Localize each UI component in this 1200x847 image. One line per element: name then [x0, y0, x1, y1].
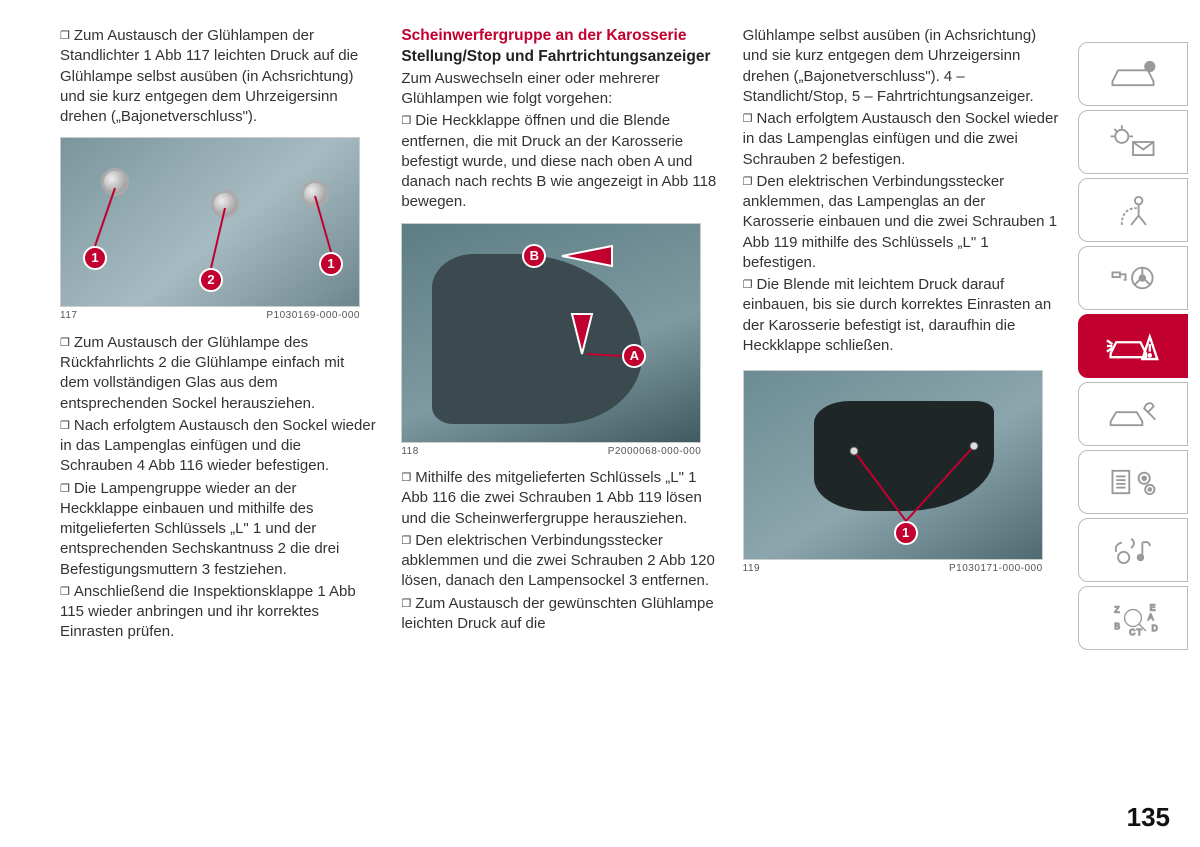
fig119-num: 119 [743, 562, 760, 576]
fig119-lines [744, 371, 1043, 560]
tab-starting-driving[interactable] [1078, 246, 1188, 310]
fig117-code: P1030169-000-000 [266, 309, 360, 323]
svg-text:B: B [1114, 621, 1120, 631]
figure-119: 1 119 P1030171-000-000 [743, 370, 1060, 576]
page-content: Zum Austausch der Glühlampen der Standli… [0, 0, 1060, 645]
c2-para5: Zum Austausch der gewünschten Glühlampe … [401, 594, 718, 635]
c1-para2: Zum Austausch der Glühlampe des Rückfahr… [60, 333, 377, 414]
tab-multimedia[interactable] [1078, 518, 1188, 582]
svg-text:C: C [1129, 627, 1135, 637]
c1-para4: Die Lampengruppe wieder an der Heckklapp… [60, 479, 377, 580]
tab-emergency[interactable] [1078, 314, 1188, 378]
fig118-arrows [402, 224, 701, 443]
c1-para1: Zum Austausch der Glühlampen der Standli… [60, 26, 377, 127]
tab-lights-messages[interactable] [1078, 110, 1188, 174]
figure-119-caption: 119 P1030171-000-000 [743, 562, 1043, 576]
c2-heading-sub: Stellung/Stop und Fahrtrichtungsanzeiger [401, 47, 718, 66]
column-2: Scheinwerfergruppe an der Karosserie Ste… [401, 26, 718, 645]
figure-117-image: 1 2 1 [60, 137, 360, 307]
svg-text:Z: Z [1114, 604, 1119, 614]
c2-para2: Die Heckklappe öffnen und die Blende ent… [401, 111, 718, 212]
figure-118-image: B A [401, 223, 701, 443]
column-1: Zum Austausch der Glühlampen der Standli… [60, 26, 377, 645]
c2-para3: Mithilfe des mitgelieferten Schlüssels „… [401, 468, 718, 529]
svg-text:A: A [1148, 612, 1154, 622]
callout-lines [61, 138, 360, 307]
svg-text:D: D [1152, 623, 1158, 633]
figure-119-image: 1 [743, 370, 1043, 560]
fig118-code: P2000068-000-000 [608, 445, 702, 459]
fig119-code: P1030171-000-000 [949, 562, 1043, 576]
c3-para1: Glühlampe selbst ausüben (in Achsrichtun… [743, 26, 1060, 107]
c1-para5: Anschließend die Inspektionsklappe 1 Abb… [60, 582, 377, 643]
tab-technical-data[interactable] [1078, 450, 1188, 514]
figure-117: 1 2 1 117 P1030169-000-000 [60, 137, 377, 323]
c2-para4: Den elektrischen Verbindungsstecker abkl… [401, 531, 718, 592]
figure-117-caption: 117 P1030169-000-000 [60, 309, 360, 323]
c2-para1: Zum Auswechseln einer oder mehrerer Glüh… [401, 69, 718, 110]
c3-para3: Den elektrischen Verbindungsstecker ankl… [743, 172, 1060, 273]
fig117-num: 117 [60, 309, 77, 323]
tab-vehicle-info[interactable]: i [1078, 42, 1188, 106]
tab-index[interactable]: Z B E A D C T [1078, 586, 1188, 650]
figure-118: B A 118 P2000068-000-000 [401, 223, 718, 459]
fig118-num: 118 [401, 445, 418, 459]
c3-para2: Nach erfolgtem Austausch den Sockel wied… [743, 109, 1060, 170]
chapter-tabs: i [1078, 42, 1188, 650]
column-3: Glühlampe selbst ausüben (in Achsrichtun… [743, 26, 1060, 645]
tab-maintenance[interactable] [1078, 382, 1188, 446]
c2-heading-red: Scheinwerfergruppe an der Karosserie [401, 26, 718, 45]
c3-para4: Die Blende mit leichtem Druck darauf ein… [743, 275, 1060, 356]
figure-118-caption: 118 P2000068-000-000 [401, 445, 701, 459]
svg-text:T: T [1137, 627, 1142, 637]
tab-safety[interactable] [1078, 178, 1188, 242]
c1-para3: Nach erfolgtem Austausch den Sockel wied… [60, 416, 377, 477]
page-number: 135 [1127, 802, 1170, 833]
